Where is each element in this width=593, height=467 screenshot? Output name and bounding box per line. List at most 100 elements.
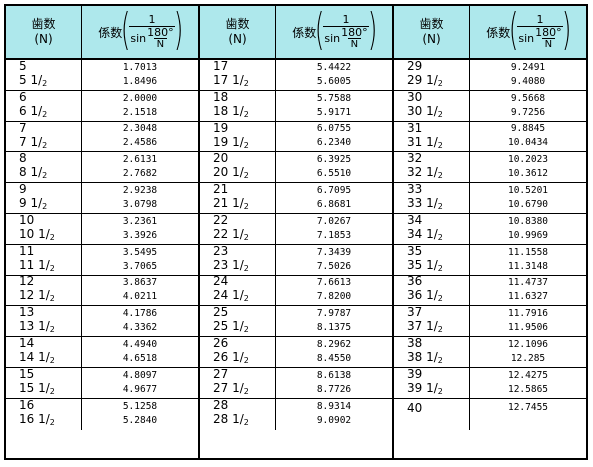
formula-fraction: 1 sin 180° N (129, 14, 175, 50)
coefficient-value: 6.0755 (316, 123, 352, 135)
angle-denominator: N (541, 38, 556, 50)
angle-fraction: 180° N (535, 27, 562, 50)
teeth-half-value: 29 1/2 (407, 72, 443, 88)
coefficient-value: 10.2023 (507, 154, 549, 166)
teeth-half-value: 35 1/2 (407, 257, 443, 273)
sin-word: sin (130, 31, 147, 45)
coefficient-value: 2.6131 (122, 154, 158, 166)
table-row: 14 14 1/2 4.4940 4.6518 (6, 336, 198, 368)
coefficient-cell: 11.1558 11.3148 (470, 245, 586, 275)
table-panel-2: 歯数 (N) 係数 ( 1 sin 180° N ) 17 17 1/2 5.442… (200, 6, 394, 458)
half-fraction-numerator: 1 (232, 103, 240, 118)
half-fraction-numerator: 1 (232, 165, 240, 180)
teeth-column-header: 歯数 (N) (6, 6, 82, 58)
teeth-value: 6 (19, 89, 27, 104)
half-fraction-numerator: 1 (38, 319, 46, 334)
coefficient-value: 10.3612 (507, 168, 549, 180)
coefficient-value: 11.4737 (507, 277, 549, 289)
coefficient-cell: 4.1786 4.3362 (82, 306, 198, 336)
table-body: 29 29 1/2 9.2491 9.4080 30 30 1/2 9.5668 9.7256… (394, 59, 586, 458)
half-fraction-numerator: 1 (30, 72, 39, 87)
coefficient-cell: 10.8380 10.9969 (470, 214, 586, 244)
half-fraction-denominator: 2 (437, 171, 443, 181)
table-row: 13 13 1/2 4.1786 4.3362 (6, 305, 198, 338)
teeth-half-value: 5 1/2 (19, 72, 48, 88)
teeth-half-value: 25 1/2 (213, 319, 249, 335)
half-fraction-numerator: 1 (232, 196, 240, 211)
coefficient-cell: 5.1258 5.2840 (82, 399, 198, 430)
half-fraction-numerator: 1 (426, 226, 434, 241)
coefficient-value: 5.1258 (122, 401, 158, 413)
half-fraction-numerator: 1 (38, 257, 46, 272)
coefficient-value: 5.9171 (316, 106, 352, 118)
teeth-value: 18 (213, 89, 229, 104)
table-row: 40 12.7455 (394, 398, 586, 430)
half-fraction-denominator: 2 (437, 140, 443, 150)
teeth-value: 22 (213, 212, 229, 227)
teeth-unit: (N) (34, 32, 53, 46)
teeth-cell: 11 11 1/2 (6, 244, 82, 275)
angle-fraction: 180° N (341, 27, 368, 50)
coefficient-cell: 1.7013 1.8496 (82, 60, 198, 90)
teeth-value: 38 (407, 336, 423, 351)
half-fraction-numerator: 1 (30, 165, 39, 180)
teeth-cell: 27 27 1/2 (200, 366, 276, 398)
teeth-cell: 32 32 1/2 (394, 151, 470, 183)
table-body: 17 17 1/2 5.4422 5.6005 18 18 1/2 5.7588 5.9171… (200, 59, 392, 458)
coefficient-value: 9.7256 (510, 106, 546, 118)
coefficient-value: 8.1375 (316, 322, 352, 334)
teeth-value: 27 (213, 366, 229, 381)
coefficient-cell: 3.8637 4.0211 (82, 276, 198, 306)
teeth-cell: 23 23 1/2 (200, 244, 276, 275)
coefficient-cell: 8.2962 8.4550 (276, 337, 392, 367)
coefficient-value: 8.6138 (316, 369, 352, 381)
teeth-cell: 35 35 1/2 (394, 244, 470, 275)
teeth-value: 15 (19, 366, 35, 381)
teeth-half-value: 15 1/2 (19, 380, 55, 396)
teeth-cell: 19 19 1/2 (200, 121, 276, 152)
teeth-half-value: 23 1/2 (213, 257, 249, 273)
table-row: 19 19 1/2 6.0755 6.2340 (200, 121, 392, 153)
table-row: 39 39 1/2 12.4275 12.5865 (394, 367, 586, 399)
coefficient-cell: 5.4422 5.6005 (276, 60, 392, 90)
coefficient-cell: 3.2361 3.3926 (82, 214, 198, 244)
coefficient-cell: 2.0000 2.1518 (82, 91, 198, 121)
half-fraction-denominator: 2 (49, 418, 55, 428)
table-row: 22 22 1/2 7.0267 7.1853 (200, 212, 392, 245)
coefficient-value: 6.2340 (316, 137, 352, 149)
coefficient-value: 4.6518 (122, 353, 158, 365)
coefficient-cell: 6.3925 6.5510 (276, 152, 392, 182)
coefficient-cell: 2.6131 2.7682 (82, 152, 198, 182)
half-fraction-denominator: 2 (49, 386, 55, 396)
half-fraction-denominator: 2 (42, 78, 48, 88)
coefficient-value: 4.9677 (122, 383, 158, 395)
half-fraction-numerator: 1 (426, 196, 434, 211)
half-fraction-numerator: 1 (232, 72, 240, 87)
half-fraction-numerator: 1 (426, 288, 434, 303)
formula-denominator: sin 180° N (323, 26, 369, 50)
coefficient-value: 9.2491 (510, 61, 546, 73)
formula-numerator: 1 (342, 13, 350, 26)
teeth-unit: (N) (422, 32, 441, 46)
teeth-cell: 10 10 1/2 (6, 213, 82, 244)
coefficient-column-header: 係数 ( 1 sin 180° N ) (470, 6, 586, 58)
half-fraction-denominator: 2 (437, 109, 443, 119)
sin-word: sin (324, 31, 341, 45)
coefficient-cell: 12.1096 12.285 (470, 337, 586, 367)
half-fraction-numerator: 1 (30, 134, 39, 149)
paren-open: ( (121, 4, 131, 55)
teeth-half-value: 22 1/2 (213, 226, 249, 242)
teeth-half-value: 21 1/2 (213, 196, 249, 212)
teeth-value: 26 (213, 336, 229, 351)
coefficient-cell: 3.5495 3.7065 (82, 245, 198, 275)
coefficient-value: 4.1786 (122, 308, 158, 320)
table-row: 15 15 1/2 4.8097 4.9677 (6, 366, 198, 399)
half-fraction-denominator: 2 (437, 325, 443, 335)
coefficient-value: 9.4080 (510, 75, 546, 87)
table-row: 17 17 1/2 5.4422 5.6005 (200, 59, 392, 91)
coefficient-value: 12.1096 (507, 339, 549, 351)
paren-open: ( (509, 4, 519, 55)
